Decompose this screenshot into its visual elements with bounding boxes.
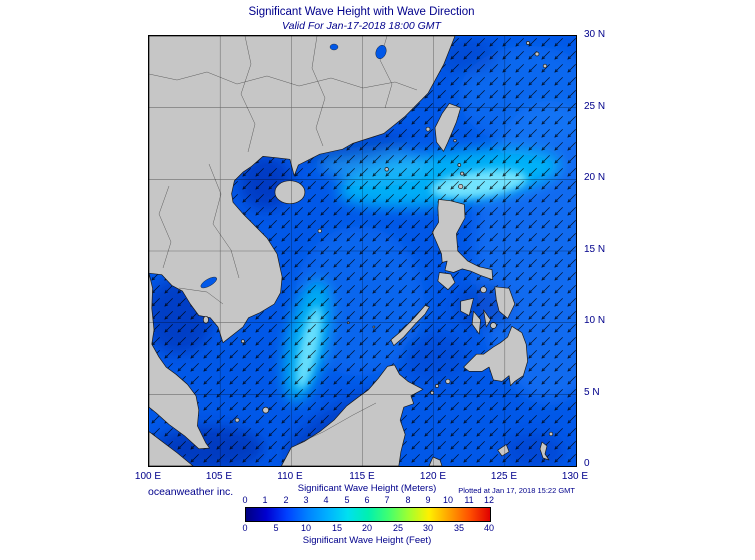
- grid-lines: [149, 36, 576, 466]
- admin-borders: [149, 36, 418, 445]
- lat-tick-label: 10 N: [584, 315, 606, 326]
- feet-tick: 10: [300, 523, 312, 533]
- lakes: [200, 43, 387, 289]
- lat-tick-label: 5 N: [584, 387, 600, 398]
- land-negros: [471, 310, 481, 335]
- meters-tick: 1: [262, 495, 268, 505]
- page-title: Significant Wave Height with Wave Direct…: [248, 6, 475, 18]
- lat-tick-label: 0: [584, 458, 590, 469]
- land-hainan: [274, 180, 306, 205]
- feet-tick: 20: [361, 523, 373, 533]
- land-palawan: [390, 305, 430, 346]
- lon-tick-label: 130 E: [561, 471, 589, 482]
- plot-timestamp: Plotted at Jan 17, 2018 15:22 GMT: [458, 486, 575, 495]
- meters-tick: 4: [323, 495, 329, 505]
- land-luzon: [431, 199, 494, 281]
- feet-tick: 30: [422, 523, 434, 533]
- land-sulawesi: [428, 456, 443, 466]
- feet-tick: 0: [242, 523, 248, 533]
- lon-tick-label: 110 E: [277, 471, 303, 482]
- land-halmahera: [539, 441, 550, 461]
- land-samar-leyte: [494, 286, 516, 319]
- map-frame: [148, 35, 577, 467]
- feet-tick: 5: [273, 523, 279, 533]
- meters-tick: 0: [242, 495, 248, 505]
- lon-tick-label: 125 E: [490, 471, 518, 482]
- lat-tick-label: 15 N: [584, 244, 606, 255]
- land-mindoro: [437, 272, 456, 291]
- meters-tick: 3: [303, 495, 309, 505]
- lon-tick-label: 100 E: [134, 471, 162, 482]
- feet-tick: 25: [392, 523, 404, 533]
- meters-tick: 9: [425, 495, 431, 505]
- lat-tick-label: 25 N: [584, 101, 606, 112]
- meters-tick: 11: [464, 495, 474, 505]
- feet-tick: 15: [331, 523, 343, 533]
- meters-tick: 12: [483, 495, 495, 505]
- meters-scale-label: Significant Wave Height (Meters): [297, 483, 437, 494]
- meters-tick: 2: [283, 495, 289, 505]
- meters-tick: 8: [405, 495, 411, 505]
- meters-tick: 5: [344, 495, 350, 505]
- brand-text: oceanweather inc.: [148, 486, 234, 498]
- lat-tick-label: 20 N: [584, 172, 606, 183]
- meters-tick: 7: [384, 495, 390, 505]
- feet-tick: 35: [453, 523, 465, 533]
- meters-tick: 6: [364, 495, 370, 505]
- lon-tick-label: 115 E: [349, 471, 375, 482]
- feet-scale-label: Significant Wave Height (Feet): [302, 535, 432, 546]
- valid-time-subtitle: Valid For Jan-17-2018 18:00 GMT: [282, 20, 441, 32]
- land-sumatra: [149, 431, 194, 466]
- land-minahasa: [497, 444, 510, 457]
- lon-tick-label: 105 E: [205, 471, 233, 482]
- feet-tick: 40: [483, 523, 495, 533]
- meters-tick: 10: [442, 495, 454, 505]
- land-mindanao: [463, 325, 528, 387]
- land-taiwan: [434, 103, 462, 152]
- land-malay-peninsula: [149, 272, 210, 450]
- land-cebu: [483, 309, 491, 328]
- colorbar-gradient: [245, 507, 491, 522]
- lat-tick-label: 30 N: [584, 29, 606, 40]
- land-china-indochina: [149, 36, 456, 344]
- lon-tick-label: 120 E: [419, 471, 447, 482]
- land-panay: [460, 297, 474, 316]
- map-canvas: [149, 36, 576, 466]
